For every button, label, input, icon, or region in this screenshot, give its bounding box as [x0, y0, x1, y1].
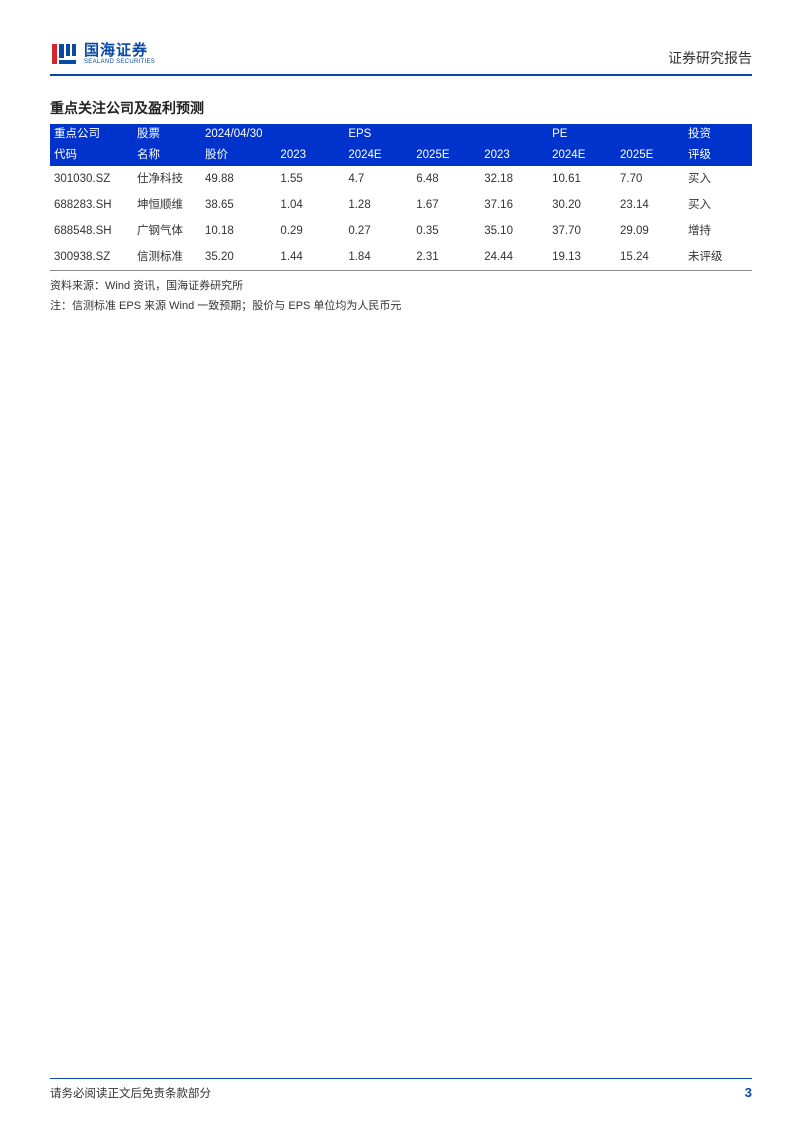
table-row: 301030.SZ仕净科技49.881.554.76.4832.1810.617… [50, 166, 752, 192]
table-cell: 1.84 [344, 244, 412, 271]
table-cell: 38.65 [201, 192, 276, 218]
table-cell: 49.88 [201, 166, 276, 192]
footer-divider [50, 1078, 752, 1080]
th-name-1: 股票 [133, 124, 201, 145]
table-cell: 32.18 [480, 166, 548, 192]
section-title: 重点关注公司及盈利预测 [50, 98, 752, 118]
th-2024e: 2024E [344, 145, 412, 166]
th-price-2: 股价 [201, 145, 276, 166]
th-code-2: 代码 [50, 145, 133, 166]
logo-mark-icon [50, 40, 78, 68]
table-cell: 688283.SH [50, 192, 133, 218]
table-header: 重点公司 股票 2024/04/30 EPS PE 投资 代码 名称 股价 20… [50, 124, 752, 166]
table-cell: 买入 [684, 166, 752, 192]
table-cell: 37.70 [548, 218, 616, 244]
page-footer: 请务必阅读正文后免责条款部分 3 [50, 1078, 752, 1102]
table-cell: 300938.SZ [50, 244, 133, 271]
table-cell: 30.20 [548, 192, 616, 218]
table-cell: 35.10 [480, 218, 548, 244]
table-cell: 24.44 [480, 244, 548, 271]
th-rating-2: 评级 [684, 145, 752, 166]
table-cell: 23.14 [616, 192, 684, 218]
table-cell: 未评级 [684, 244, 752, 271]
note-line: 注：信测标准 EPS 来源 Wind 一致预期；股价与 EPS 单位均为人民币元 [50, 297, 752, 313]
logo-text-cn: 国海证券 [84, 43, 155, 59]
forecast-table: 重点公司 股票 2024/04/30 EPS PE 投资 代码 名称 股价 20… [50, 124, 752, 271]
header-divider [50, 74, 752, 76]
page-number: 3 [745, 1085, 752, 1101]
footer-disclaimer: 请务必阅读正文后免责条款部分 [50, 1085, 211, 1101]
th-pe-blank2 [616, 124, 684, 145]
th-eps-blank2 [412, 124, 480, 145]
th-name-2: 名称 [133, 145, 201, 166]
table-row: 300938.SZ信测标准35.201.441.842.3124.4419.13… [50, 244, 752, 271]
table-cell: 坤恒顺维 [133, 192, 201, 218]
page-header: 国海证券 SEALAND SECURITIES 证券研究报告 [50, 40, 752, 74]
table-cell: 0.29 [276, 218, 344, 244]
table-cell: 4.7 [344, 166, 412, 192]
table-cell: 10.18 [201, 218, 276, 244]
table-body: 301030.SZ仕净科技49.881.554.76.4832.1810.617… [50, 166, 752, 271]
table-cell: 1.44 [276, 244, 344, 271]
th-2023e: 2023 [276, 145, 344, 166]
table-cell: 7.70 [616, 166, 684, 192]
table-cell: 0.27 [344, 218, 412, 244]
table-row: 688548.SH广钢气体10.180.290.270.3535.1037.70… [50, 218, 752, 244]
table-cell: 29.09 [616, 218, 684, 244]
th-code-1: 重点公司 [50, 124, 133, 145]
th-2024p: 2024E [548, 145, 616, 166]
th-pe: PE [548, 124, 616, 145]
table-cell: 广钢气体 [133, 218, 201, 244]
th-2025p: 2025E [616, 145, 684, 166]
table-cell: 2.31 [412, 244, 480, 271]
th-rating-1: 投资 [684, 124, 752, 145]
th-pe-blank [480, 124, 548, 145]
source-line: 资料来源：Wind 资讯，国海证券研究所 [50, 277, 752, 293]
table-cell: 1.28 [344, 192, 412, 218]
table-cell: 0.35 [412, 218, 480, 244]
th-2025e: 2025E [412, 145, 480, 166]
table-cell: 增持 [684, 218, 752, 244]
table-cell: 1.04 [276, 192, 344, 218]
table-cell: 35.20 [201, 244, 276, 271]
brand-logo: 国海证券 SEALAND SECURITIES [50, 40, 155, 68]
logo-text-en: SEALAND SECURITIES [84, 59, 155, 65]
table-cell: 15.24 [616, 244, 684, 271]
table-cell: 688548.SH [50, 218, 133, 244]
table-cell: 1.55 [276, 166, 344, 192]
table-cell: 37.16 [480, 192, 548, 218]
table-cell: 信测标准 [133, 244, 201, 271]
th-eps: EPS [344, 124, 412, 145]
th-2023p: 2023 [480, 145, 548, 166]
table-cell: 仕净科技 [133, 166, 201, 192]
table-cell: 10.61 [548, 166, 616, 192]
table-cell: 1.67 [412, 192, 480, 218]
table-cell: 6.48 [412, 166, 480, 192]
table-cell: 301030.SZ [50, 166, 133, 192]
table-cell: 19.13 [548, 244, 616, 271]
document-type: 证券研究报告 [668, 48, 752, 68]
table-cell: 买入 [684, 192, 752, 218]
th-eps-blank [276, 124, 344, 145]
table-row: 688283.SH坤恒顺维38.651.041.281.6737.1630.20… [50, 192, 752, 218]
th-price-1: 2024/04/30 [201, 124, 276, 145]
